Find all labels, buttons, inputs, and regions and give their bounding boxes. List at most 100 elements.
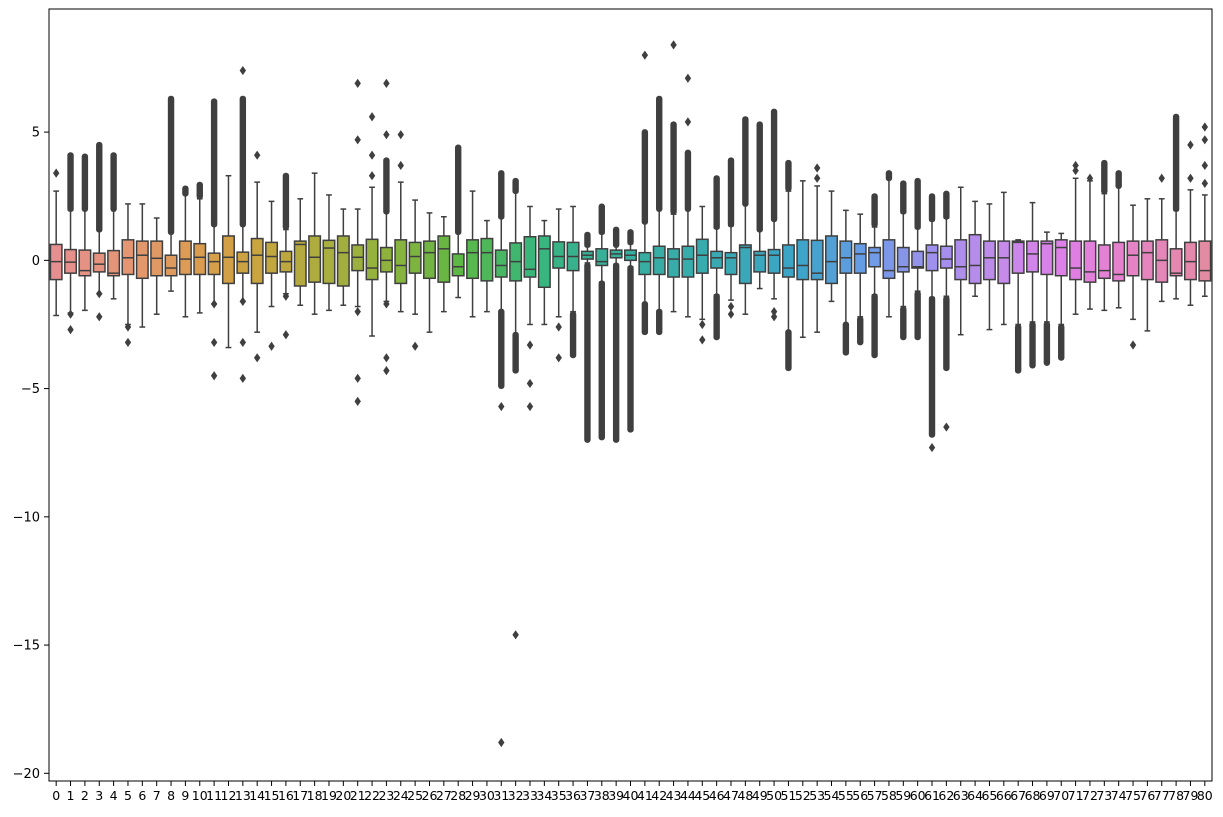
x-tick-label-32: 32 (508, 788, 524, 803)
box-group-72 (1083, 173, 1097, 310)
box-iqr-26 (422, 240, 436, 280)
outlier-band-low-39 (612, 262, 620, 443)
outlier-point-high-22-0 (368, 171, 376, 181)
x-tick-label-73: 73 (1096, 788, 1112, 803)
box-group-73 (1097, 159, 1111, 312)
box-iqr-14 (250, 237, 264, 285)
box-iqr-41 (638, 251, 652, 276)
outlier-point-low-21-0 (354, 307, 361, 317)
box-group-32 (509, 177, 523, 640)
box-group-35 (552, 208, 566, 363)
outlier-band-low-55 (842, 321, 850, 356)
outlier-band-high-38 (598, 203, 605, 236)
outlier-band-low-32 (512, 331, 519, 374)
outlier-band-low-57 (871, 293, 878, 359)
box-group-55 (839, 209, 853, 356)
x-tick-label-18: 18 (307, 788, 323, 803)
x-tick-label-2: 2 (81, 788, 89, 803)
box-iqr-52 (796, 239, 810, 281)
box-group-74 (1112, 170, 1126, 309)
x-tick-label-43: 43 (666, 788, 682, 803)
box-group-71 (1069, 160, 1083, 315)
x-tick-label-26: 26 (422, 788, 438, 803)
box-group-5 (121, 203, 135, 348)
outlier-point-low-35-1 (555, 353, 562, 363)
x-tick-label-48: 48 (737, 788, 753, 803)
outlier-point-high-14-0 (253, 150, 261, 160)
outlier-point-low-16-0 (282, 330, 290, 340)
outlier-point-low-13-0 (239, 337, 247, 348)
x-tick-label-70: 70 (1053, 788, 1069, 803)
outlier-band-high-62 (943, 190, 950, 220)
box-iqr-58 (882, 239, 896, 280)
outlier-point-low-25-0 (411, 341, 419, 351)
box-group-56 (853, 213, 867, 346)
x-tick-label-41: 41 (637, 788, 653, 803)
box-group-42 (652, 95, 666, 336)
outlier-point-low-21-2 (354, 396, 361, 407)
box-iqr-6 (135, 240, 149, 280)
box-iqr-57 (868, 246, 882, 268)
box-iqr-59 (896, 246, 910, 273)
box-group-66 (997, 191, 1011, 326)
x-tick-label-51: 51 (780, 788, 796, 803)
outlier-point-high-24-0 (397, 160, 404, 171)
x-tick-label-72: 72 (1082, 788, 1098, 803)
x-tick-label-3: 3 (95, 788, 103, 803)
x-tick-label-40: 40 (623, 788, 639, 803)
x-tick-label-28: 28 (450, 788, 466, 803)
outlier-band-high-31 (498, 170, 505, 220)
outlier-point-high-44-3 (684, 73, 692, 83)
outlier-band-high-39 (612, 226, 620, 248)
box-iqr-67 (1011, 240, 1025, 274)
box-group-33 (523, 205, 537, 412)
box-group-53 (810, 163, 824, 333)
box-group-79 (1183, 140, 1197, 306)
x-tick-label-44: 44 (680, 788, 696, 803)
box-group-17 (293, 198, 307, 306)
box-iqr-45 (695, 238, 709, 274)
x-tick-label-71: 71 (1068, 788, 1084, 803)
box-group-38 (595, 203, 609, 441)
box-iqr-38 (595, 248, 609, 267)
x-tick-label-36: 36 (565, 788, 581, 803)
boxes-layer (49, 40, 1212, 748)
outlier-band-high-74 (1115, 170, 1122, 189)
outlier-point-low-45-1 (699, 335, 706, 345)
box-iqr-64 (968, 233, 982, 285)
box-group-11 (207, 98, 221, 381)
box-iqr-20 (336, 235, 350, 287)
outlier-point-high-80-0 (1201, 178, 1209, 189)
box-group-19 (322, 194, 336, 312)
outlier-band-high-50 (770, 108, 778, 223)
x-tick-label-25: 25 (407, 788, 423, 803)
outlier-band-low-61 (928, 295, 936, 438)
x-tick-label-8: 8 (167, 788, 175, 803)
outlier-band-high-8 (167, 95, 175, 236)
box-iqr-19 (322, 239, 336, 285)
box-iqr-54 (825, 235, 839, 285)
x-tick-label-63: 63 (953, 788, 969, 803)
box-group-29 (466, 190, 480, 318)
box-group-21 (351, 78, 365, 407)
outlier-point-low-11-0 (210, 337, 218, 348)
outlier-band-high-16 (282, 172, 290, 231)
y-tick-label-4: 0 (32, 254, 40, 269)
box-group-12 (221, 174, 235, 349)
outlier-band-high-73 (1101, 159, 1108, 195)
y-tick-label-2: −10 (13, 510, 40, 525)
outlier-band-high-46 (713, 175, 720, 231)
box-group-6 (135, 203, 149, 328)
x-tick-label-31: 31 (493, 788, 509, 803)
outlier-point-low-15-0 (268, 341, 275, 351)
box-group-51 (781, 159, 795, 372)
outlier-point-high-71-1 (1072, 160, 1079, 171)
outlier-point-high-71-0 (1072, 165, 1079, 176)
box-iqr-42 (652, 245, 666, 276)
outlier-band-high-60 (914, 177, 921, 231)
box-group-76 (1140, 198, 1154, 332)
outlier-point-high-23-3 (383, 78, 390, 88)
x-tick-label-23: 23 (378, 788, 394, 803)
box-iqr-46 (710, 250, 724, 269)
x-tick-label-42: 42 (651, 788, 667, 803)
